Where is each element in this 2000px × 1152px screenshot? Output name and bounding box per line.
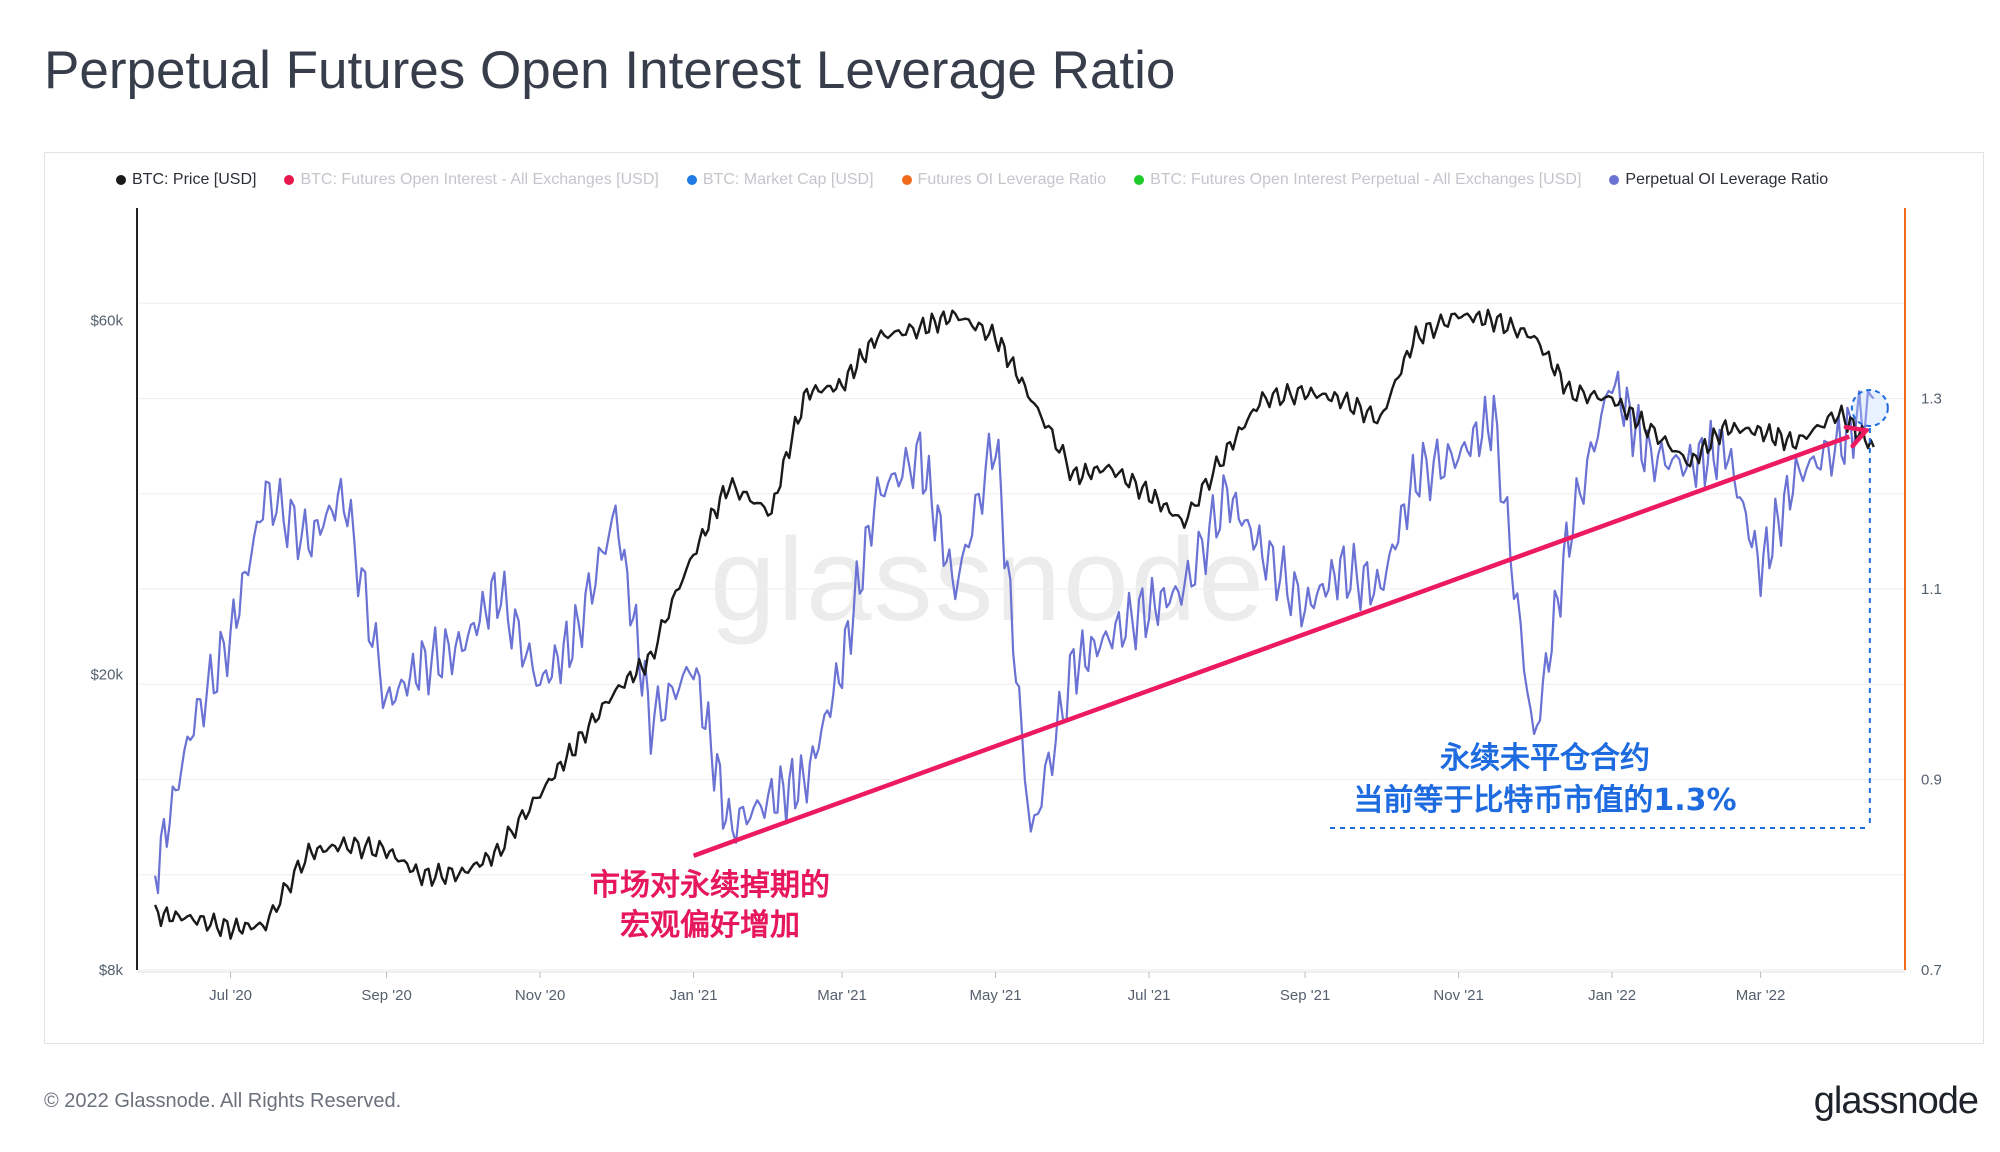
x-tick-label: Jan '21 — [670, 987, 718, 1004]
legend-item-1[interactable]: BTC: Futures Open Interest - All Exchang… — [284, 168, 659, 192]
x-tick-label: Jul '21 — [1128, 987, 1171, 1004]
copyright: © 2022 Glassnode. All Rights Reserved. — [44, 1090, 402, 1112]
chart-title: Perpetual Futures Open Interest Leverage… — [44, 41, 1176, 100]
legend-label: BTC: Price [USD] — [132, 171, 257, 188]
y-right-tick-label: 1.1 — [1921, 581, 1942, 598]
legend-label: BTC: Futures Open Interest - All Exchang… — [300, 171, 659, 188]
legend: BTC: Price [USD] BTC: Futures Open Intere… — [116, 168, 1828, 192]
legend-dot-icon — [1609, 175, 1620, 185]
x-tick-label: Sep '20 — [361, 987, 411, 1004]
y-right-tick-label: 1.3 — [1921, 391, 1942, 408]
legend-label: Futures OI Leverage Ratio — [917, 171, 1107, 188]
legend-item-5[interactable]: Perpetual OI Leverage Ratio — [1609, 168, 1828, 192]
chart-frame — [44, 152, 1984, 1044]
legend-label: BTC: Futures Open Interest Perpetual - A… — [1150, 171, 1582, 188]
annotation-blue-line1: 永续未平仓合约 — [1440, 741, 1650, 776]
y-left-tick-label: $8k — [99, 962, 124, 979]
y-right-tick-label: 0.7 — [1921, 962, 1942, 979]
legend-item-0[interactable]: BTC: Price [USD] — [116, 168, 256, 192]
annotation-red-line1: 市场对永续掉期的 — [590, 868, 830, 903]
annotation-blue-line2: 当前等于比特币市值的1.3% — [1353, 783, 1736, 818]
legend-item-2[interactable]: BTC: Market Cap [USD] — [686, 168, 874, 192]
annotation-red-line2: 宏观偏好增加 — [620, 908, 800, 943]
legend-dot-icon — [116, 175, 126, 185]
x-tick-label: Mar '21 — [817, 987, 867, 1004]
y-right-tick-label: 0.9 — [1921, 772, 1942, 789]
x-tick-label: Sep '21 — [1280, 987, 1330, 1004]
legend-item-3[interactable]: Futures OI Leverage Ratio — [901, 168, 1107, 192]
legend-dot-icon — [1134, 175, 1145, 185]
series — [153, 308, 1875, 940]
legend-label: Perpetual OI Leverage Ratio — [1625, 171, 1829, 188]
y-left-tick-label: $60k — [90, 312, 123, 329]
arrow-head-icon — [1843, 424, 1871, 449]
x-tick-label: Nov '21 — [1433, 987, 1483, 1004]
grid — [137, 302, 1905, 971]
x-tick-label: Nov '20 — [515, 987, 565, 1004]
legend-dot-icon — [686, 175, 697, 185]
legend-dot-icon — [284, 175, 295, 185]
trend-arrow-line — [692, 434, 1851, 858]
x-tick-label: Mar '22 — [1736, 987, 1786, 1004]
watermark: glassnode — [710, 514, 1266, 646]
series-line-perpetual-oi-leverage-ratio — [154, 370, 1875, 895]
brand-logo: glassnode — [1813, 1080, 1979, 1122]
highlight-circle-icon — [1850, 389, 1889, 428]
y-left-tick-label: $20k — [90, 667, 123, 684]
series-line-btc-price — [153, 308, 1875, 940]
axes: $8k $20k $60k 0.7 0.9 1.1 1.3 Jul '20 Sep '20 Nov… — [90, 208, 1942, 1004]
legend-dot-icon — [901, 175, 912, 185]
legend-label: BTC: Market Cap [USD] — [702, 171, 874, 188]
x-tick-label: Jan '22 — [1588, 987, 1636, 1004]
x-tick-label: May '21 — [970, 987, 1022, 1004]
x-tick-label: Jul '20 — [209, 987, 252, 1004]
legend-item-4[interactable]: BTC: Futures Open Interest Perpetual - A… — [1134, 168, 1581, 192]
